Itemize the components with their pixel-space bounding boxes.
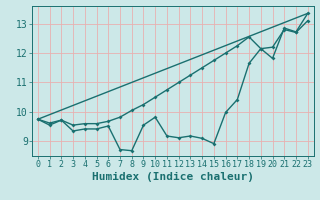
X-axis label: Humidex (Indice chaleur): Humidex (Indice chaleur) — [92, 172, 254, 182]
